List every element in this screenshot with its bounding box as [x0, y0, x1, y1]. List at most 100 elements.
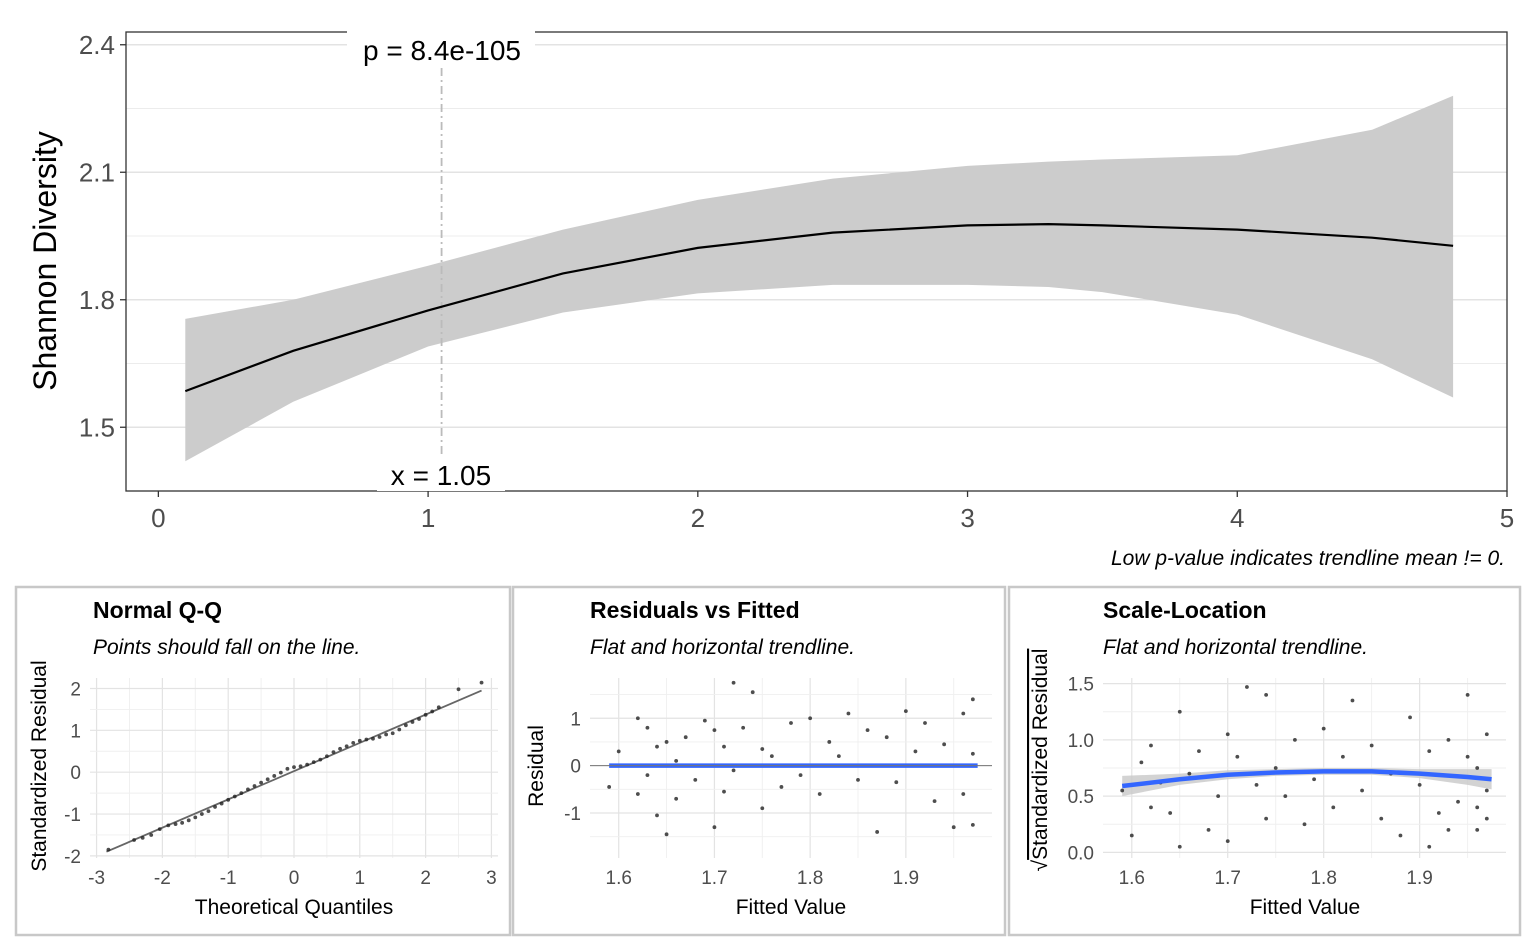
data-point [616, 749, 621, 754]
data-point [750, 690, 755, 695]
x-tick-label: 3 [486, 868, 497, 889]
vline-label-background [377, 455, 505, 491]
data-point [607, 785, 612, 789]
data-point [311, 760, 316, 765]
qq-y-axis-title: Standardized Residual [28, 660, 51, 871]
data-point [140, 836, 145, 840]
data-point [1475, 805, 1480, 810]
data-point [410, 720, 415, 724]
data-point [479, 680, 484, 685]
x-tick-label: 1.8 [1310, 868, 1336, 889]
y-tick-label: 1.8 [79, 285, 115, 315]
y-tick-label: 1.0 [1068, 731, 1094, 752]
scale-location-subtitle: Flat and horizontal trendline. [1103, 636, 1368, 659]
data-point [1398, 833, 1403, 838]
data-point [252, 784, 257, 788]
y-tick-label: 2 [70, 679, 81, 700]
data-point [344, 744, 349, 749]
data-point [951, 825, 956, 830]
data-point [712, 728, 717, 733]
data-point [364, 737, 369, 742]
data-point [731, 680, 736, 685]
y-tick-label: 1.5 [1068, 675, 1094, 696]
data-point [436, 705, 441, 710]
data-point [1149, 743, 1153, 748]
data-point [1235, 754, 1240, 759]
main-axis-ticks: 0 1 2 3 4 5 1.5 1.8 2.1 2.4 [79, 30, 1514, 533]
data-point [932, 799, 937, 804]
scale-location-y-axis-text: Standardized Residual [1029, 649, 1052, 860]
x-tick-label: -3 [88, 868, 105, 889]
data-point [1446, 737, 1451, 742]
data-point [1427, 749, 1432, 754]
data-point [384, 732, 389, 737]
data-point [371, 736, 375, 741]
data-point [760, 747, 765, 751]
x-tick-label: 2 [420, 868, 431, 889]
data-point [219, 801, 224, 806]
x-tick-label: -1 [220, 868, 237, 889]
data-point [1225, 839, 1230, 844]
data-point [1475, 827, 1480, 832]
data-point [106, 847, 111, 852]
y-tick-label: 0 [570, 757, 581, 778]
data-point [1427, 844, 1432, 849]
data-point [798, 773, 803, 778]
y-tick-label: 2.4 [79, 30, 115, 60]
data-point [1187, 771, 1192, 776]
x-tick-label: 4 [1230, 503, 1244, 533]
main-trend-panel: 0 1 2 3 4 5 1.5 1.8 2.1 2.4 p = 8.4e-105 x = 1.05… [27, 28, 1514, 570]
data-point [1408, 715, 1412, 720]
data-point [213, 805, 217, 809]
y-tick-label: -2 [64, 847, 81, 868]
data-point [338, 746, 342, 751]
data-point [1225, 732, 1230, 737]
data-point [1283, 794, 1288, 799]
residuals-axis-ticks: 1.6 1.7 1.8 1.9 -1 0 1 [564, 709, 919, 889]
data-point [298, 764, 303, 769]
data-point [1379, 816, 1384, 821]
data-point [246, 787, 250, 792]
data-point [674, 796, 679, 801]
data-point [430, 709, 435, 714]
qq-title: Normal Q-Q [93, 597, 222, 623]
residuals-x-axis-title: Fitted Value [736, 896, 847, 919]
data-point [1446, 827, 1451, 832]
data-point [193, 815, 198, 820]
data-point [206, 809, 211, 814]
data-point [285, 766, 290, 771]
data-point [942, 742, 947, 747]
data-point [1149, 805, 1153, 810]
residuals-panel-border [511, 585, 1007, 937]
data-point [712, 825, 717, 830]
data-point [817, 792, 822, 796]
trend-line [184, 222, 1454, 393]
data-point [1264, 816, 1269, 821]
data-point [1369, 743, 1374, 748]
scale-location-title: Scale-Location [1103, 597, 1267, 623]
data-point [305, 762, 310, 767]
x-tick-label: 1.7 [1215, 868, 1241, 889]
data-point [875, 830, 880, 834]
data-point [292, 765, 296, 770]
scale-location-y-axis-title: √Standardized Residual [1029, 649, 1052, 872]
data-point [1273, 766, 1278, 770]
x-tick-label: 3 [960, 503, 974, 533]
data-point [1484, 788, 1489, 793]
data-point [664, 832, 669, 837]
data-point [970, 751, 975, 756]
data-point [961, 792, 966, 796]
data-point [1484, 816, 1489, 821]
data-point [702, 718, 707, 723]
y-tick-label: 0.5 [1068, 787, 1094, 808]
data-point [741, 725, 746, 730]
data-point [417, 717, 421, 721]
qq-subtitle: Points should fall on the line. [93, 636, 360, 659]
y-tick-label: 1.5 [79, 412, 115, 442]
x-tick-label: 5 [1500, 503, 1514, 533]
data-point [1321, 726, 1326, 731]
data-point [1302, 822, 1307, 827]
data-point [1340, 754, 1345, 759]
data-point [1245, 685, 1249, 689]
